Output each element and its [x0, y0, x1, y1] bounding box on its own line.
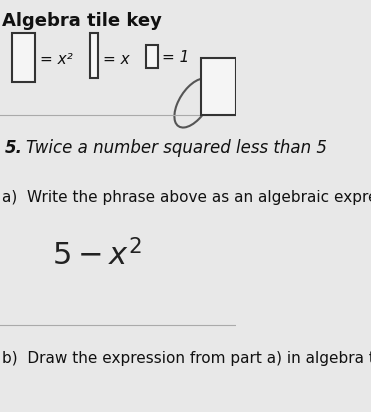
Text: 5.: 5.	[5, 139, 23, 157]
FancyBboxPatch shape	[146, 45, 158, 68]
Text: = 1: = 1	[162, 50, 189, 65]
Text: = x: = x	[103, 52, 129, 67]
FancyBboxPatch shape	[12, 33, 35, 82]
Text: a)  Write the phrase above as an algebraic expression.: a) Write the phrase above as an algebrai…	[2, 190, 371, 205]
Text: = x²: = x²	[40, 52, 73, 67]
Text: b)  Draw the expression from part a) in algebra tiles.: b) Draw the expression from part a) in a…	[2, 351, 371, 366]
Text: Twice a number squared less than 5: Twice a number squared less than 5	[26, 139, 327, 157]
Text: Algebra tile key: Algebra tile key	[2, 12, 162, 30]
FancyBboxPatch shape	[90, 33, 98, 78]
Text: $5 - x^2$: $5 - x^2$	[52, 239, 142, 272]
FancyBboxPatch shape	[201, 58, 236, 115]
